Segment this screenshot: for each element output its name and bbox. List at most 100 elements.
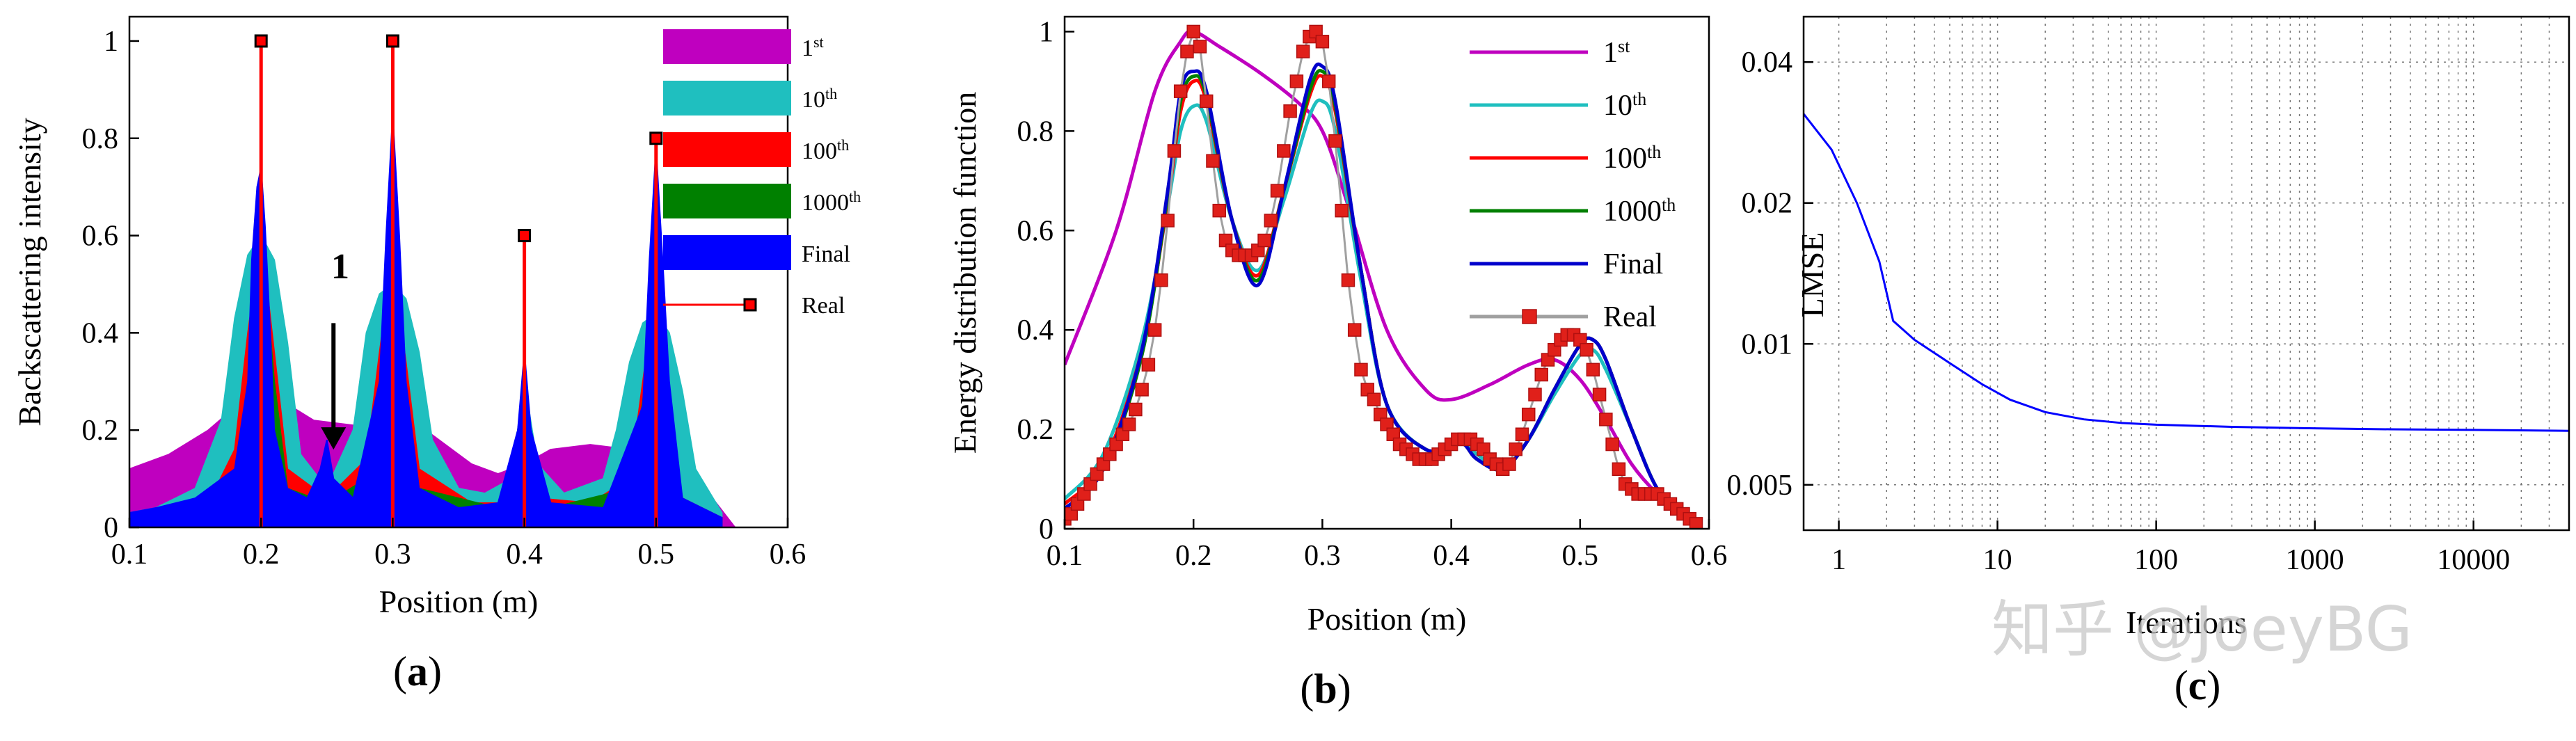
a-ytick-label: 0.8 bbox=[82, 123, 119, 155]
a-ytick-label: 1 bbox=[104, 26, 118, 58]
b-real-marker bbox=[1193, 40, 1207, 54]
a-axes-frame bbox=[128, 15, 789, 529]
b-xlabel: Position (m) bbox=[1307, 601, 1467, 637]
b-real-marker bbox=[1270, 184, 1285, 198]
a-legend-real-label-main: Real bbox=[802, 293, 845, 319]
a-legend-1st-swatch bbox=[663, 29, 791, 64]
a-area-final bbox=[129, 113, 723, 527]
b-ytick-label: 0.8 bbox=[1017, 115, 1054, 148]
a-marks-layer: 0.1 0.2 0.3 0.4 0.5 0.6 0 0.2 0.4 0.6 0.8 1 bbox=[82, 15, 806, 571]
b-real-marker bbox=[1341, 273, 1355, 287]
a-legend-100th-label: 100th bbox=[802, 136, 849, 165]
b-marks-layer: 0.1 0.2 0.3 0.4 0.5 0.6 0 0.2 0.4 0.6 0.8 1 bbox=[1017, 15, 1728, 572]
b-ytick-label: 1 bbox=[1039, 16, 1054, 48]
b-legend-real-label-main: Real bbox=[1603, 301, 1657, 333]
b-real-marker bbox=[1212, 203, 1226, 218]
b-real-marker bbox=[1257, 233, 1271, 248]
b-xtick-label: 0.6 bbox=[1691, 540, 1728, 572]
b-real-marker bbox=[1534, 367, 1548, 382]
b-legend-10th-label-main: 10 bbox=[1603, 90, 1632, 122]
b-real-marker bbox=[1129, 402, 1143, 417]
b-real-marker bbox=[1605, 437, 1619, 452]
c-data-layer bbox=[1804, 17, 2569, 530]
a-real-marker bbox=[254, 34, 268, 48]
b-legend-10th-label-sup: th bbox=[1632, 89, 1646, 109]
b-real-marker bbox=[1147, 323, 1162, 337]
b-real-marker bbox=[1161, 214, 1175, 228]
a-legend-real-label: Real bbox=[802, 293, 845, 319]
b-real-marker bbox=[1167, 144, 1182, 158]
b-real-marker bbox=[1599, 413, 1613, 427]
b-real-marker bbox=[1335, 203, 1349, 218]
b-panel-letter: b bbox=[1314, 666, 1337, 712]
b-axes-frame bbox=[1063, 15, 1710, 530]
b-legend-real-label: Real bbox=[1603, 301, 1657, 333]
b-real-marker bbox=[1186, 24, 1200, 39]
b-legend-10th-label: 10th bbox=[1603, 89, 1646, 122]
a-annotation: 1 bbox=[331, 247, 349, 287]
panel-b: 0.1 0.2 0.3 0.4 0.5 0.600.20.40.60.81 1st10th… bbox=[947, 15, 1728, 712]
b-legend-1st-label: 1st bbox=[1603, 36, 1630, 70]
a-legend-final-label: Final bbox=[802, 241, 850, 267]
c-xtick-label: 100 bbox=[2134, 544, 2178, 576]
b-ytick-label: 0.2 bbox=[1017, 414, 1054, 446]
a-legend-100th-swatch bbox=[663, 132, 791, 167]
b-xtick-label: 0.2 bbox=[1175, 540, 1212, 572]
a-legend-1st-label: 1st bbox=[802, 33, 824, 62]
b-panel-label: (b) bbox=[1300, 666, 1351, 712]
b-real-marker bbox=[1580, 343, 1593, 357]
b-real-marker bbox=[1502, 457, 1516, 471]
b-real-marker bbox=[1328, 134, 1342, 148]
c-panel-letter: c bbox=[2188, 662, 2207, 708]
c-xtick-label: 10000 bbox=[2437, 544, 2510, 576]
a-legend-10th-swatch bbox=[663, 81, 791, 115]
b-real-marker bbox=[1521, 407, 1536, 422]
b-data-layer bbox=[1065, 24, 1703, 529]
b-real-marker bbox=[1277, 144, 1291, 158]
b-legend-100th-label: 100th bbox=[1603, 142, 1661, 175]
b-legend-100th-label-sup: th bbox=[1647, 142, 1661, 162]
a-panel-letter: a bbox=[407, 648, 428, 694]
c-xtick-label: 10 bbox=[1983, 544, 2012, 576]
a-legend-10th-label-main: 10 bbox=[802, 87, 825, 113]
b-real-marker bbox=[1199, 94, 1214, 109]
b-real-marker bbox=[1509, 442, 1522, 456]
c-xtick-label: 1000 bbox=[2286, 544, 2344, 576]
annotation-arrow-head bbox=[321, 427, 347, 450]
c-ylabel: LMSE bbox=[1795, 232, 1830, 318]
a-ytick-label: 0.6 bbox=[82, 221, 119, 253]
b-legend-1000th-label: 1000th bbox=[1603, 195, 1676, 228]
b-real-marker bbox=[1689, 517, 1703, 529]
b-real-marker bbox=[1321, 74, 1336, 88]
b-ytick-label: 0.6 bbox=[1017, 215, 1054, 247]
b-xtick-label: 0.4 bbox=[1433, 540, 1470, 572]
a-legend-1000th-swatch bbox=[663, 184, 791, 218]
b-xtick-label: 0.5 bbox=[1562, 540, 1599, 572]
b-real-marker bbox=[1141, 358, 1156, 372]
b-ylabel: Energy distribution function bbox=[947, 92, 983, 454]
a-real-marker bbox=[649, 132, 663, 145]
b-xtick-label: 0.3 bbox=[1304, 540, 1341, 572]
watermark: 知乎 @JoeyBG bbox=[1991, 593, 2412, 665]
a-ytick-label: 0.2 bbox=[82, 415, 119, 447]
panel-a: 0.1 0.2 0.3 0.4 0.5 0.600.20.40.60.81 1 1st10… bbox=[12, 15, 861, 694]
a-data-layer bbox=[129, 113, 736, 527]
a-xtick-label: 0.6 bbox=[770, 539, 806, 571]
b-real-marker bbox=[1135, 383, 1149, 397]
a-xtick-label: 0.5 bbox=[638, 539, 675, 571]
a-xtick-label: 0.1 bbox=[111, 539, 148, 571]
a-legend-real-swatch-marker bbox=[743, 298, 757, 312]
a-xtick-label: 0.3 bbox=[374, 539, 411, 571]
a-legend-10th-label-sup: th bbox=[825, 85, 837, 102]
c-ytick-label: 0.005 bbox=[1727, 470, 1793, 502]
a-panel-label: (a) bbox=[393, 648, 442, 694]
a-legend-100th-label-sup: th bbox=[837, 136, 849, 154]
a-legend-10th-label: 10th bbox=[802, 85, 837, 113]
b-real-marker bbox=[1283, 104, 1297, 118]
b-real-marker bbox=[1206, 154, 1220, 168]
a-ytick-label: 0.4 bbox=[82, 317, 119, 349]
c-ytick-label: 0.04 bbox=[1742, 47, 1793, 79]
c-xlabel: Iterations bbox=[2126, 605, 2247, 640]
